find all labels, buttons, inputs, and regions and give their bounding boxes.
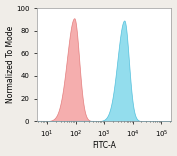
- Y-axis label: Normalized To Mode: Normalized To Mode: [5, 26, 15, 103]
- X-axis label: FITC-A: FITC-A: [92, 141, 116, 150]
